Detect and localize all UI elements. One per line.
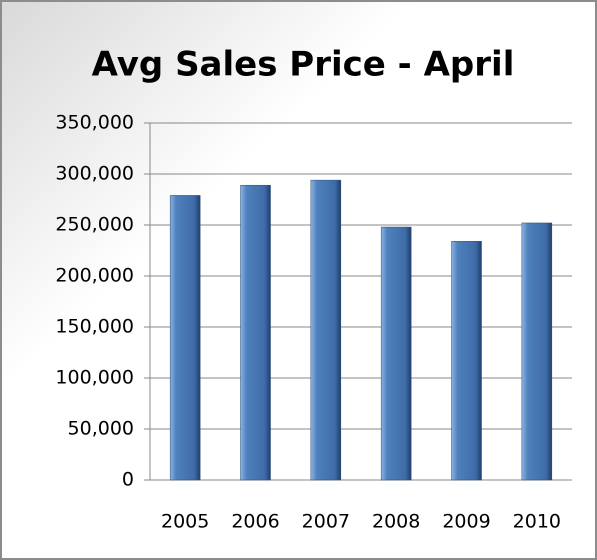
x-tick-label: 2008 [372, 511, 420, 533]
y-tick-label: 350,000 [55, 112, 134, 134]
chart-title: Avg Sales Price - April [92, 45, 515, 85]
y-tick-label: 300,000 [55, 163, 134, 185]
y-tick-label: 0 [122, 469, 134, 491]
bar [310, 179, 342, 481]
x-tick-label: 2007 [302, 511, 350, 533]
bar [380, 226, 412, 481]
bar [451, 241, 482, 481]
y-tick-label: 150,000 [55, 316, 134, 338]
x-tick-label: 2009 [442, 511, 490, 533]
x-tick-label: 2005 [161, 511, 209, 533]
y-tick-label: 200,000 [55, 265, 134, 287]
y-tick-label: 50,000 [68, 418, 134, 440]
x-tick-label: 2006 [231, 511, 279, 533]
bar [169, 195, 201, 481]
y-tick-label: 250,000 [55, 214, 134, 236]
y-tick-label: 100,000 [55, 367, 134, 389]
bar [521, 222, 553, 481]
bar [240, 184, 271, 481]
x-tick-label: 2010 [513, 511, 561, 533]
